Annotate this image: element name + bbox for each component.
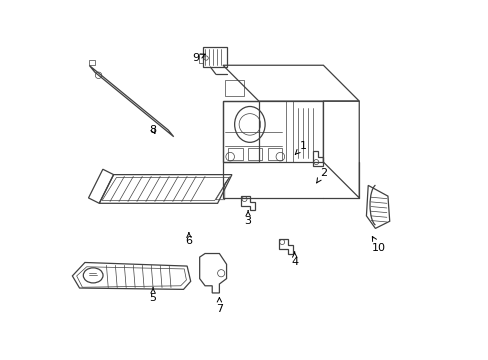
Text: 4: 4 xyxy=(290,252,298,267)
Bar xyxy=(228,148,242,160)
Text: 7: 7 xyxy=(215,298,223,314)
Text: 2: 2 xyxy=(316,168,326,183)
Text: 6: 6 xyxy=(185,233,192,246)
Bar xyxy=(247,148,262,160)
Text: 10: 10 xyxy=(371,237,385,253)
Text: 1: 1 xyxy=(295,141,306,154)
Text: 5: 5 xyxy=(149,288,156,303)
Bar xyxy=(267,148,282,160)
Text: 9: 9 xyxy=(192,53,205,63)
Text: 8: 8 xyxy=(149,125,156,135)
Text: 3: 3 xyxy=(244,211,251,226)
Bar xyxy=(224,80,244,96)
